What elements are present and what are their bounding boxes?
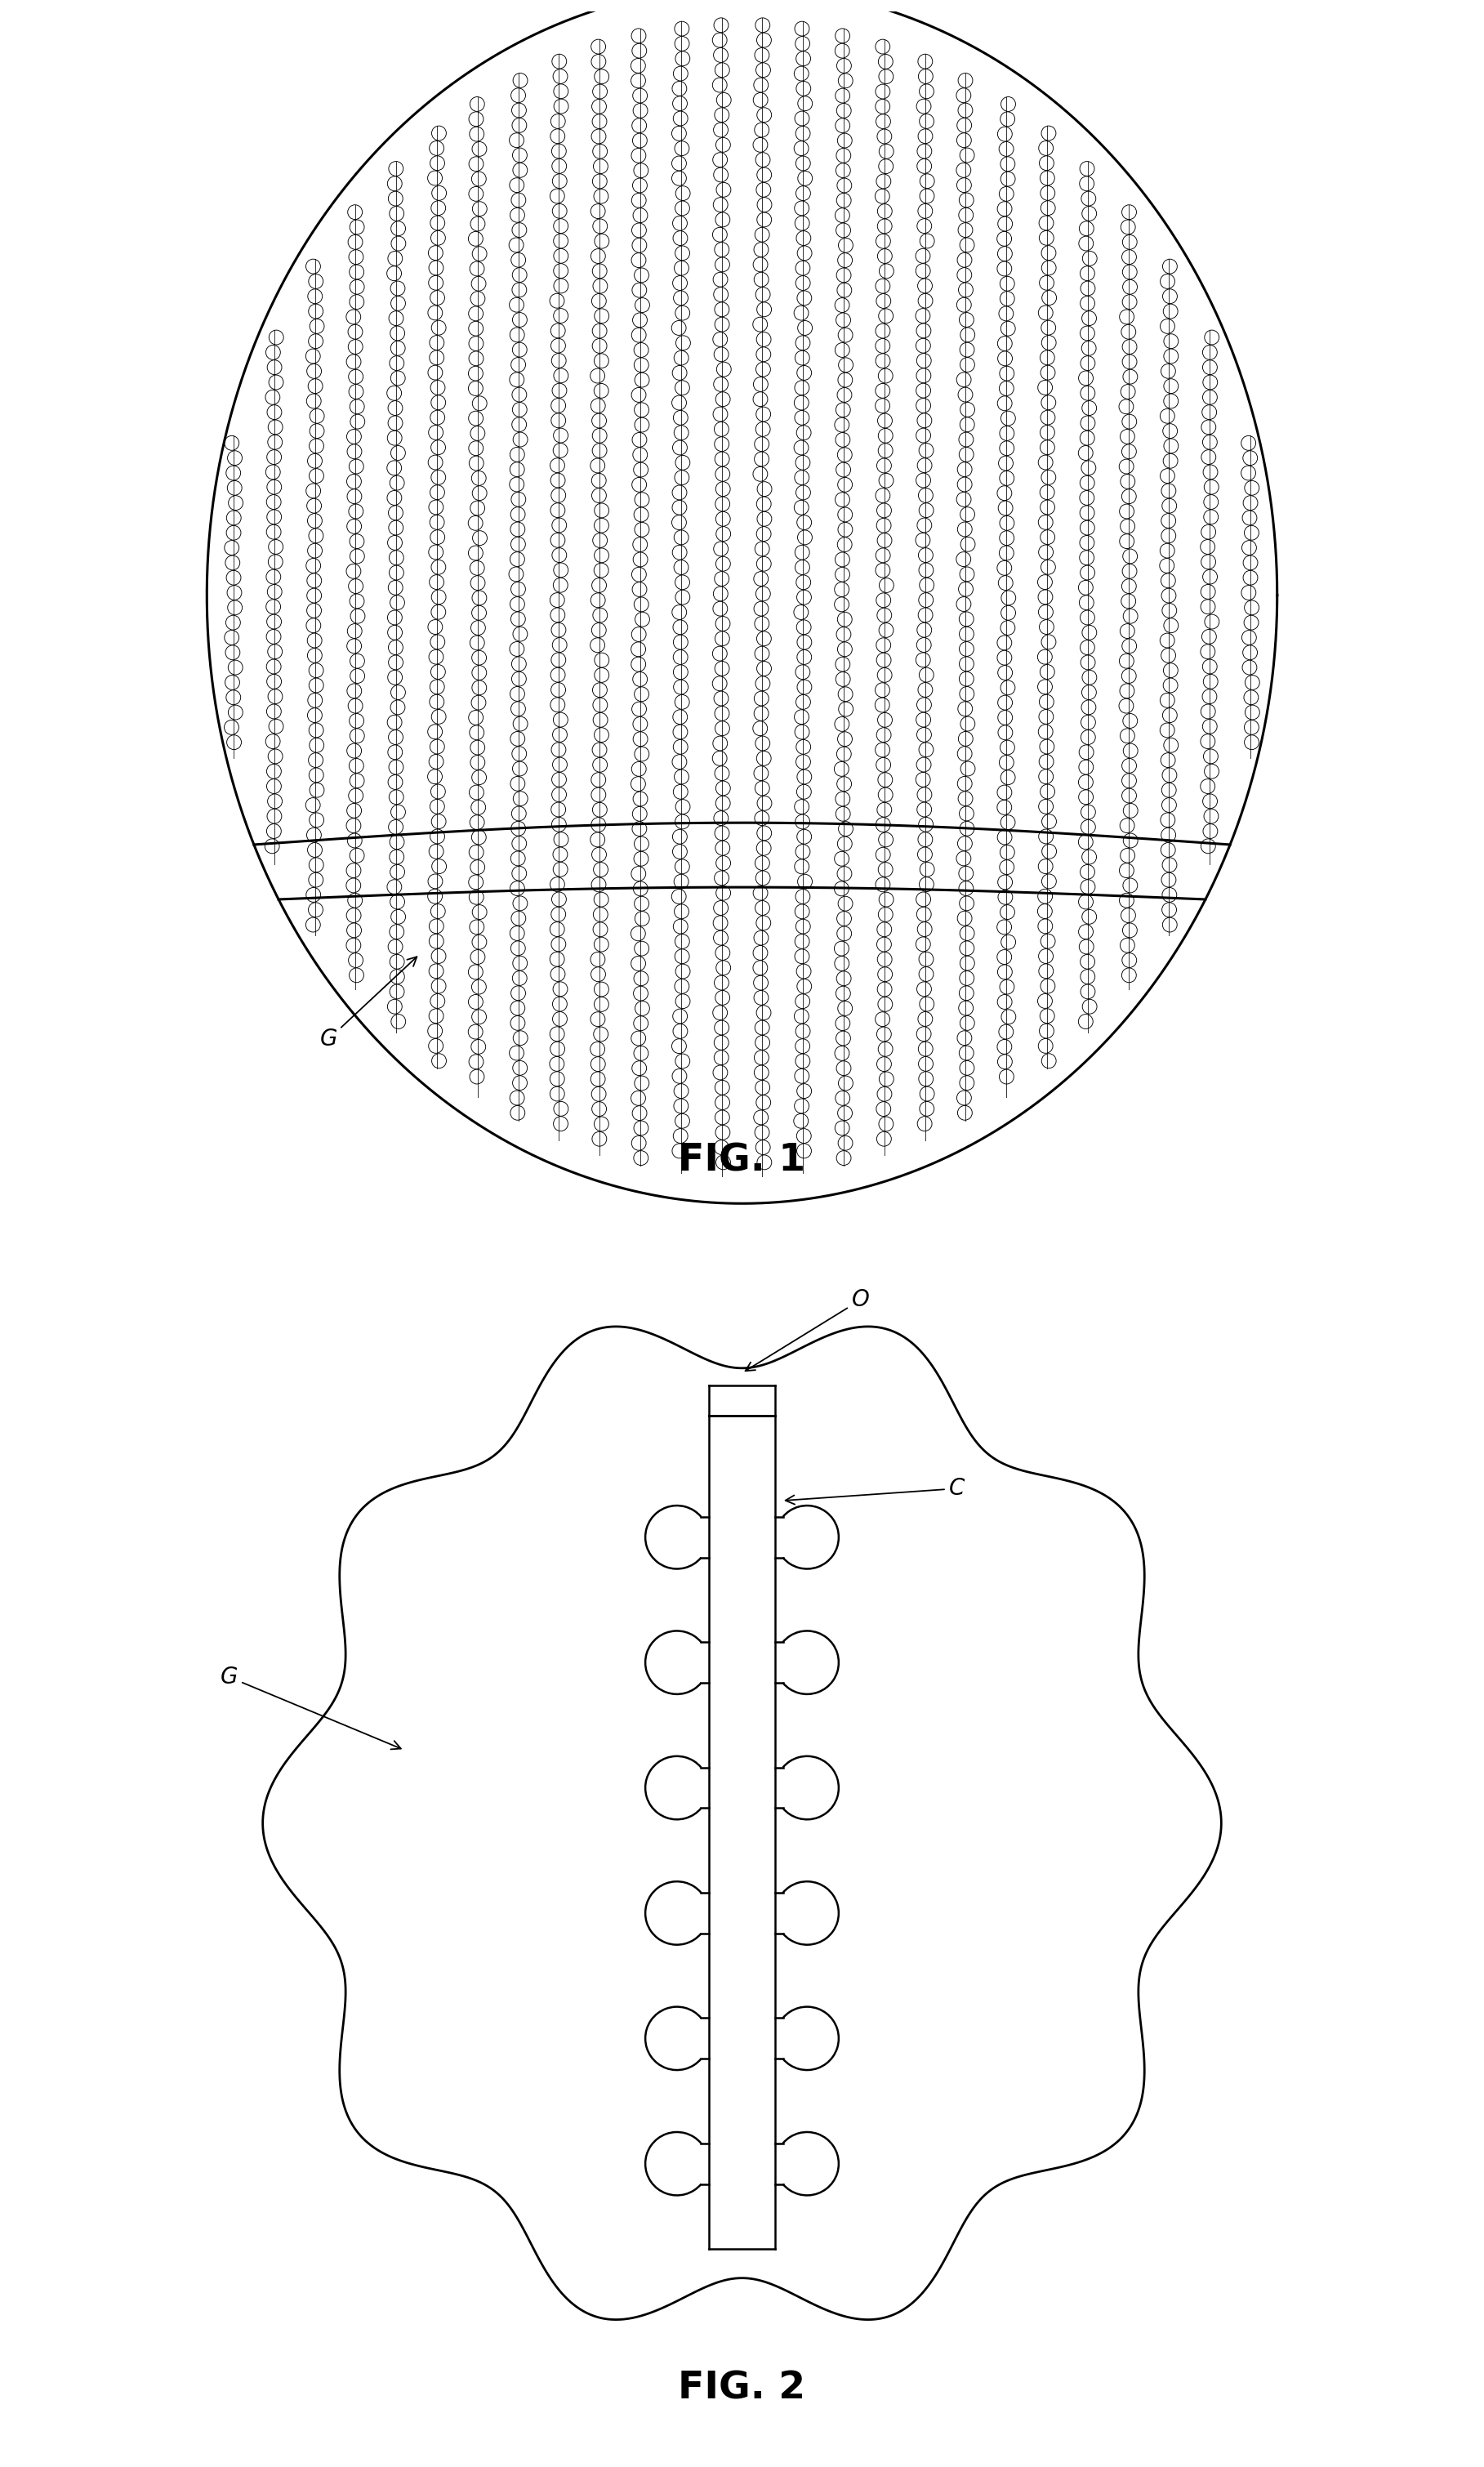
Text: FIG. 1: FIG. 1: [678, 1142, 806, 1179]
Polygon shape: [263, 1327, 1221, 2319]
Text: G: G: [319, 957, 417, 1051]
Text: C: C: [785, 1478, 965, 1505]
Bar: [708, 1416, 776, 2250]
Text: FIG. 2: FIG. 2: [678, 2371, 806, 2408]
Text: G: G: [221, 1665, 401, 1749]
Text: O: O: [745, 1288, 870, 1372]
